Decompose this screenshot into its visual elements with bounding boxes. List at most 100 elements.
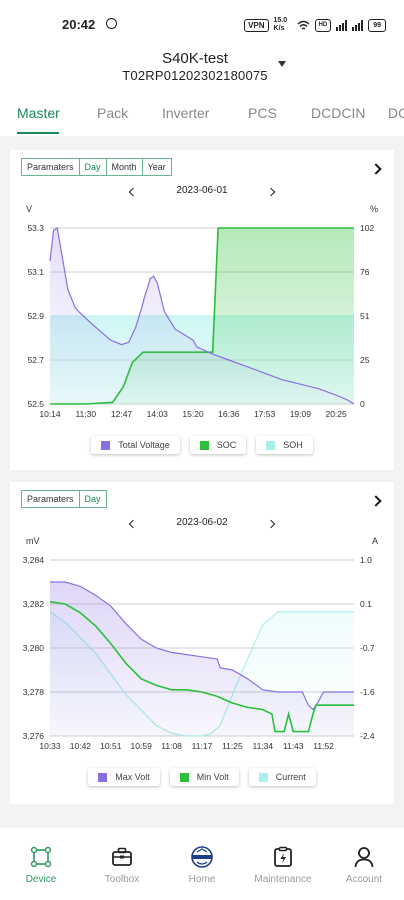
tab-pcs[interactable]: PCS — [248, 105, 277, 121]
status-bar: 20:42 VPN 15.0 K/s HD 99 — [0, 0, 404, 44]
voltage-chart[interactable]: 53.3 102 53.1 76 52.9 51 52.7 25 52.5 0 10:14 11:30… — [10, 216, 394, 496]
status-icons: VPN 15.0 K/s HD 99 — [244, 17, 386, 33]
device-header[interactable]: S40K-test T02RP01202302180075 — [0, 44, 404, 94]
series-area-soc — [50, 228, 354, 404]
chart1-left-unit: V — [26, 204, 33, 214]
legend-swatch — [179, 772, 189, 782]
seg-month[interactable]: Month — [105, 159, 142, 175]
tab-pack[interactable]: Pack — [97, 105, 129, 121]
x-tick-label: 17:53 — [254, 409, 276, 419]
nav-toolbox[interactable]: Toolbox — [87, 846, 157, 885]
legend-soc[interactable]: SOC — [189, 436, 247, 454]
legend-swatch — [199, 440, 209, 450]
seg-parameters[interactable]: Paramaters — [27, 494, 74, 504]
nav-maintenance[interactable]: Maintenance — [248, 846, 318, 885]
series-area-total-voltage — [50, 228, 354, 404]
chart1-legend: Total Voltage SOC SOH — [10, 436, 394, 454]
chart2-expand-icon[interactable] — [370, 495, 382, 507]
legend-soh[interactable]: SOH — [256, 436, 313, 454]
chart2-date: 2023-06-02 — [176, 517, 228, 528]
series-line-total-voltage — [49, 227, 355, 405]
chart1-expand-icon[interactable] — [370, 163, 382, 175]
series-line-max-volt — [50, 581, 354, 711]
nav-label: Device — [25, 874, 57, 885]
legend-swatch — [258, 772, 268, 782]
x-tick-label: 10:33 — [39, 741, 61, 751]
legend-label: SOC — [216, 440, 237, 450]
chart1-date: 2023-06-01 — [176, 185, 228, 196]
device-dropdown-icon[interactable] — [278, 61, 286, 67]
legend-label: Min Volt — [196, 772, 229, 782]
tab-dcdcin[interactable]: DCDCIN — [311, 105, 366, 121]
chart2-left-unit: mV — [26, 536, 40, 546]
legend-swatch — [101, 440, 111, 450]
y-right-tick-label: 76 — [360, 267, 370, 277]
legend-min-volt[interactable]: Min Volt — [169, 768, 239, 786]
chart1-range-selector: Paramaters Day Month Year — [21, 158, 172, 176]
legend-total-voltage[interactable]: Total Voltage — [91, 436, 180, 454]
legend-label: Current — [275, 772, 306, 782]
tab-inverter[interactable]: Inverter — [162, 105, 210, 121]
y-right-tick-label: -1.6 — [360, 687, 375, 697]
signal-1-icon — [336, 19, 348, 31]
voltage-chart-card: Paramaters Day Month Year 2023-06-01 V %… — [10, 150, 394, 470]
legend-label: SOH — [283, 440, 303, 450]
y-right-tick-label: 102 — [360, 223, 374, 233]
series-area-max-volt — [50, 582, 354, 736]
tab-dc[interactable]: DC — [388, 105, 404, 121]
battery-icon: 99 — [368, 18, 386, 32]
tab-master[interactable]: Master — [17, 105, 60, 121]
status-time: 20:42 — [62, 17, 96, 32]
legend-label: Total Voltage — [118, 440, 170, 450]
x-tick-label: 11:17 — [192, 741, 213, 751]
x-tick-label: 15:20 — [182, 409, 204, 419]
y-right-tick-label: 1.0 — [360, 555, 372, 565]
y-left-tick-label: 3,282 — [23, 599, 45, 609]
x-tick-label: 11:30 — [75, 409, 96, 419]
home-logo-icon — [191, 846, 213, 868]
y-left-tick-label: 53.1 — [27, 267, 44, 277]
device-icon — [30, 846, 52, 868]
y-right-tick-label: -2.4 — [360, 731, 375, 741]
x-tick-label: 10:59 — [131, 741, 153, 751]
legend-max-volt[interactable]: Max Volt — [88, 768, 160, 786]
x-tick-label: 11:08 — [161, 741, 182, 751]
legend-swatch — [98, 772, 108, 782]
chart2-legend: Max Volt Min Volt Current — [10, 768, 394, 786]
tab-bar: Master Pack Inverter PCS DCDCIN DC — [0, 94, 404, 136]
y-right-tick-label: 51 — [360, 311, 370, 321]
x-tick-label: 20:25 — [325, 409, 347, 419]
seg-day[interactable]: Day — [78, 159, 106, 175]
chart1-right-unit: % — [369, 204, 378, 214]
x-tick-label: 10:42 — [70, 741, 92, 751]
nav-label: Toolbox — [104, 874, 140, 885]
nav-account[interactable]: Account — [329, 846, 399, 885]
network-speed: 15.0 K/s — [273, 17, 288, 32]
seg-day[interactable]: Day — [78, 491, 106, 507]
x-tick-label: 10:51 — [100, 741, 122, 751]
cell-voltage-chart[interactable]: 3,284 1.0 3,282 0.1 3,280 -0.7 3,278 -1.6 3,276 -… — [10, 548, 394, 828]
seg-year[interactable]: Year — [141, 159, 171, 175]
nav-label: Account — [345, 874, 383, 885]
wifi-icon — [297, 20, 310, 30]
toolbox-icon — [112, 847, 132, 866]
nav-device[interactable]: Device — [6, 846, 76, 885]
x-tick-label: 19:09 — [290, 409, 312, 419]
legend-swatch — [266, 440, 276, 450]
chart2-range-selector: Paramaters Day — [21, 490, 107, 508]
nav-home[interactable]: Home — [167, 846, 237, 885]
signal-2-icon — [352, 19, 364, 31]
notification-icon — [106, 18, 117, 29]
y-left-tick-label: 52.7 — [27, 355, 44, 365]
y-left-tick-label: 3,280 — [23, 643, 45, 653]
x-tick-label: 11:43 — [283, 741, 304, 751]
legend-current[interactable]: Current — [248, 768, 316, 786]
y-left-tick-label: 52.9 — [27, 311, 44, 321]
seg-parameters[interactable]: Paramaters — [27, 162, 74, 172]
maintenance-icon — [274, 846, 292, 867]
nav-label: Maintenance — [254, 874, 312, 885]
bottom-nav: Device Toolbox Home Maintenance — [0, 828, 404, 900]
y-right-tick-label: 25 — [360, 355, 370, 365]
legend-label: Max Volt — [115, 772, 150, 782]
x-tick-label: 12:47 — [111, 409, 133, 419]
